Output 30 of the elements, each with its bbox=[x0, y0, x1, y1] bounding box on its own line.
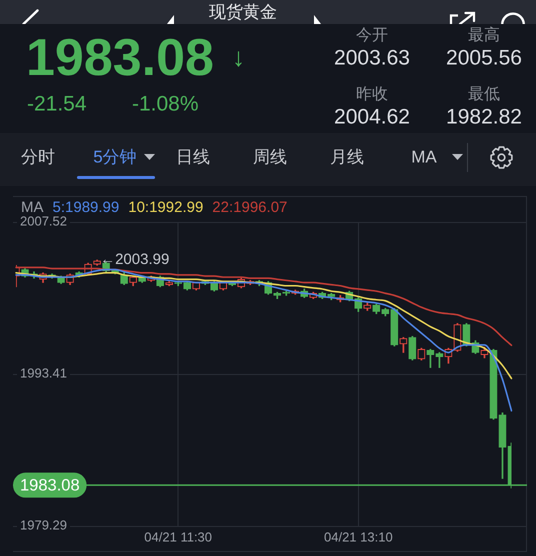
y-tick-label: 1979.29 bbox=[20, 518, 67, 533]
text: 分时 bbox=[21, 148, 55, 166]
text: 10:1992.99 bbox=[128, 199, 204, 216]
text: 5:1989.99 bbox=[52, 199, 120, 216]
x-tick-label: 04/21 11:30 bbox=[144, 529, 212, 544]
text: 5分钟 bbox=[93, 148, 137, 166]
text: 1982.82 bbox=[446, 106, 522, 128]
annotation: ←2003.99 bbox=[100, 251, 170, 268]
text: 日线 bbox=[176, 148, 210, 166]
text: 2003.63 bbox=[334, 46, 410, 70]
text: 2005.56 bbox=[446, 46, 522, 70]
text: 今开 bbox=[356, 27, 388, 44]
text: -1.08% bbox=[132, 92, 199, 116]
text: ↓ bbox=[232, 42, 245, 72]
text: 月线 bbox=[330, 148, 364, 166]
text: 最低 bbox=[468, 86, 500, 103]
text: 22:1996.07 bbox=[212, 199, 288, 216]
x-tick-label: 04/21 13:10 bbox=[324, 529, 393, 544]
text: -21.54 bbox=[27, 92, 87, 116]
legend-title: MA bbox=[21, 199, 44, 216]
y-tick-label: 1993.41 bbox=[20, 366, 67, 381]
chart-title: 现货黄金 bbox=[209, 2, 277, 22]
text: 1983.08 bbox=[26, 29, 214, 87]
ref-line-label: 1983.08 bbox=[20, 476, 80, 495]
text: 周线 bbox=[253, 148, 287, 166]
text: 昨收 bbox=[356, 86, 388, 103]
text: 最高 bbox=[468, 27, 500, 44]
y-tick-label: 2007.52 bbox=[20, 214, 67, 229]
text: MA bbox=[411, 148, 437, 166]
text: 2004.62 bbox=[334, 106, 410, 128]
